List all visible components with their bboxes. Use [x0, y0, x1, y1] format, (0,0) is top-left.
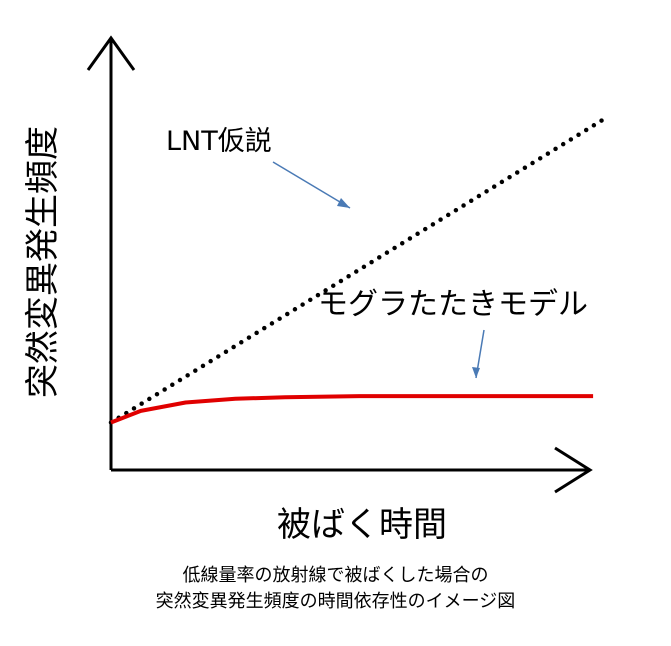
model-label: モグラたたきモデル — [318, 287, 588, 322]
caption-line-1: 低線量率の放射線で被ばくした場合の — [182, 565, 489, 586]
y-axis-label: 突然変異発生頻度 — [23, 126, 63, 398]
series-layer — [108, 114, 611, 425]
model-pointer-arrowhead — [472, 367, 480, 378]
y-axis-arrowhead — [86, 35, 136, 71]
caption-line-2: 突然変異発生頻度の時間依存性のイメージ図 — [155, 591, 516, 612]
lnt-pointer-arrow — [272, 161, 351, 209]
x-axis-arrowhead — [554, 446, 593, 494]
lnt-label: LNT仮説 — [166, 126, 272, 157]
x-axis-label: 被ばく時間 — [277, 505, 447, 545]
chart: 突然変異発生頻度 被ばく時間 LNT仮説 モグラたたきモデル — [23, 35, 611, 545]
axes — [86, 35, 593, 494]
lnt-series-line — [108, 114, 611, 425]
model-series-line — [110, 394, 594, 425]
lnt-pointer-arrowhead — [337, 198, 350, 208]
